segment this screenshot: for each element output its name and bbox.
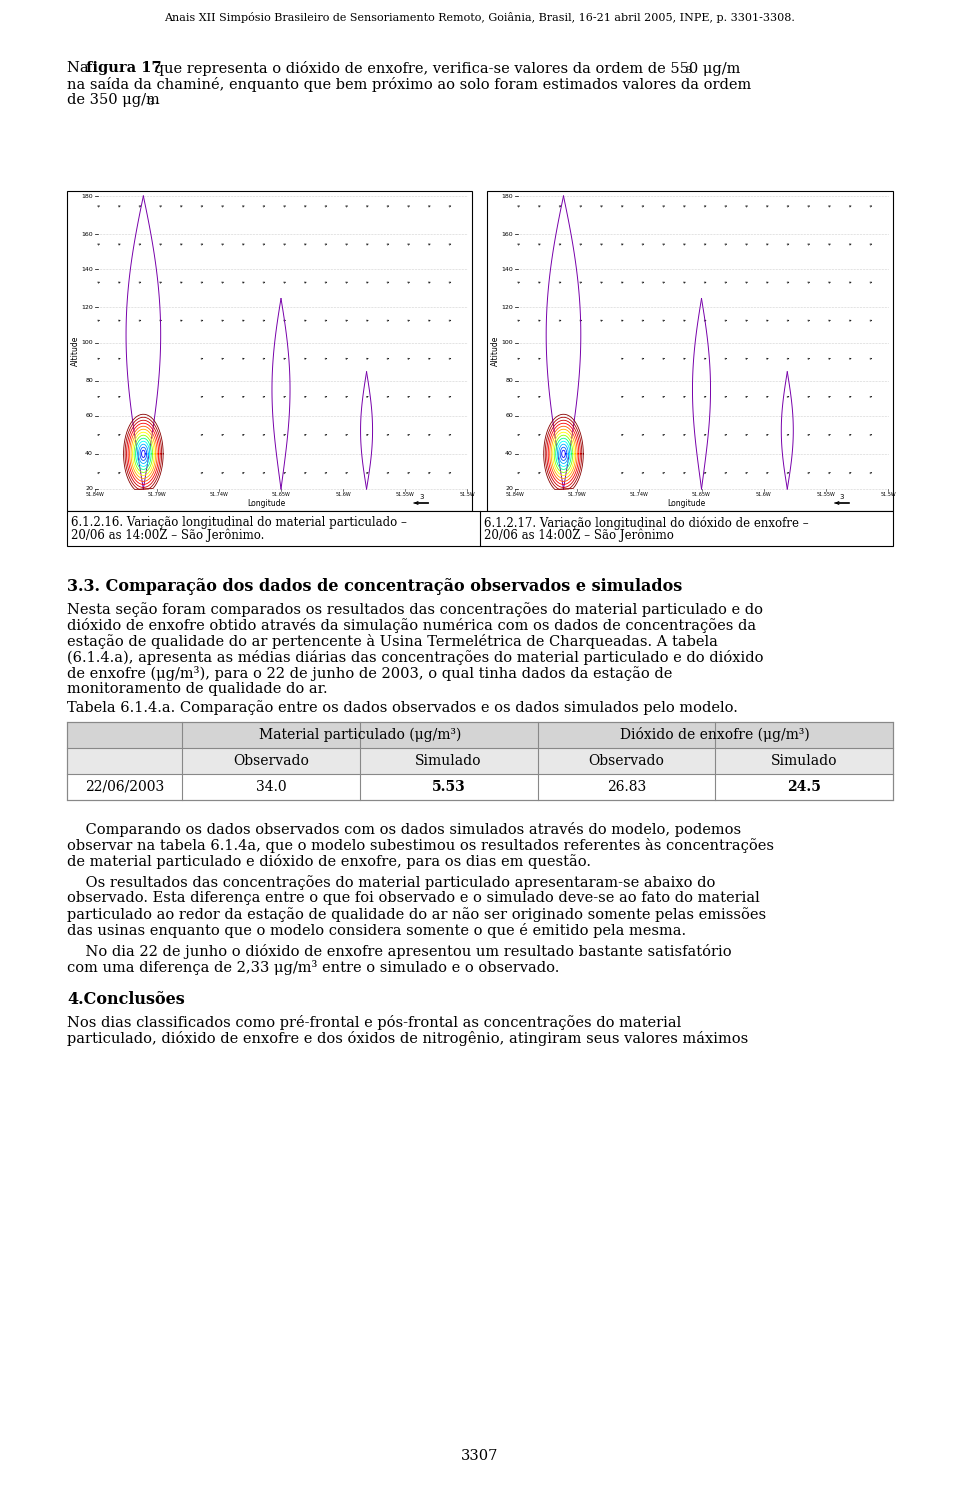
Text: Comparando os dados observados com os dados simulados através do modelo, podemos: Comparando os dados observados com os da…	[67, 822, 741, 836]
Bar	[487, 191, 893, 511]
Text: 120: 120	[82, 304, 93, 310]
Text: 180: 180	[501, 194, 513, 198]
Text: Tabela 6.1.4.a. Comparação entre os dados observados e os dados simulados pelo m: Tabela 6.1.4.a. Comparação entre os dado…	[67, 699, 738, 714]
Text: 160: 160	[82, 231, 93, 237]
Text: observado. Esta diferença entre o que foi observado e o simulado deve-se ao fato: observado. Esta diferença entre o que fo…	[67, 892, 759, 905]
Text: 180: 180	[82, 194, 93, 198]
Text: 51.84W: 51.84W	[506, 492, 524, 497]
Text: 51.5W: 51.5W	[459, 492, 475, 497]
Text: Altitude: Altitude	[70, 335, 80, 367]
Text: Nos dias classificados como pré-frontal e pós-frontal as concentrações do materi: Nos dias classificados como pré-frontal …	[67, 1015, 682, 1030]
Text: 60: 60	[85, 413, 93, 419]
Text: observar na tabela 6.1.4a, que o modelo subestimou os resultados referentes às c: observar na tabela 6.1.4a, que o modelo …	[67, 838, 774, 853]
Text: monitoramento de qualidade do ar.: monitoramento de qualidade do ar.	[67, 681, 327, 696]
Text: 51.65W: 51.65W	[692, 492, 711, 497]
Text: com uma diferença de 2,33 μg/m³ entre o simulado e o observado.: com uma diferença de 2,33 μg/m³ entre o …	[67, 960, 560, 975]
Text: 40: 40	[85, 452, 93, 456]
Text: (6.1.4.a), apresenta as médias diárias das concentrações do material particulado: (6.1.4.a), apresenta as médias diárias d…	[67, 650, 763, 665]
Text: 20: 20	[85, 486, 93, 492]
Text: 80: 80	[505, 379, 513, 383]
Text: 51.84W: 51.84W	[85, 492, 105, 497]
Text: de material particulado e dióxido de enxofre, para os dias em questão.: de material particulado e dióxido de enx…	[67, 854, 591, 869]
Text: Longitude: Longitude	[667, 499, 706, 508]
Text: 26.83: 26.83	[607, 780, 646, 795]
Text: 3: 3	[685, 66, 691, 75]
Text: Material particulado (μg/m³): Material particulado (μg/m³)	[258, 728, 461, 743]
Text: estação de qualidade do ar pertencente à Usina Termelétrica de Charqueadas. A ta: estação de qualidade do ar pertencente à…	[67, 634, 718, 649]
Text: .: .	[155, 92, 159, 107]
Text: 24.5: 24.5	[787, 780, 821, 795]
Text: 51.5W: 51.5W	[880, 492, 896, 497]
Bar	[67, 511, 893, 546]
Text: na saída da chaminé, enquanto que bem próximo ao solo foram estimados valores da: na saída da chaminé, enquanto que bem pr…	[67, 78, 752, 92]
Text: Longitude: Longitude	[247, 499, 285, 508]
Text: particulado ao redor da estação de qualidade do ar não ser originado somente pel: particulado ao redor da estação de quali…	[67, 907, 766, 921]
Text: 80: 80	[85, 379, 93, 383]
Text: No dia 22 de junho o dióxido de enxofre apresentou um resultado bastante satisfa: No dia 22 de junho o dióxido de enxofre …	[67, 944, 732, 959]
Text: figura 17: figura 17	[86, 61, 161, 75]
Text: Simulado: Simulado	[771, 754, 837, 768]
Text: Anais XII Simpósio Brasileiro de Sensoriamento Remoto, Goiânia, Brasil, 16-21 ab: Anais XII Simpósio Brasileiro de Sensori…	[164, 12, 796, 22]
Text: 140: 140	[82, 267, 93, 271]
Text: Nesta seção foram comparados os resultados das concentrações do material particu: Nesta seção foram comparados os resultad…	[67, 602, 763, 617]
Text: 6.1.2.17. Variação longitudinal do dióxido de enxofre –: 6.1.2.17. Variação longitudinal do dióxi…	[484, 516, 808, 529]
Text: 51.55W: 51.55W	[396, 492, 415, 497]
Text: Observado: Observado	[588, 754, 664, 768]
Bar	[67, 748, 893, 774]
Text: 51.74W: 51.74W	[630, 492, 649, 497]
Text: de enxofre (μg/m³), para o 22 de junho de 2003, o qual tinha dados da estação de: de enxofre (μg/m³), para o 22 de junho d…	[67, 666, 672, 681]
Text: 51.55W: 51.55W	[816, 492, 835, 497]
Text: Simulado: Simulado	[416, 754, 482, 768]
Text: Na: Na	[67, 61, 93, 75]
Text: das usinas enquanto que o modelo considera somente o que é emitido pela mesma.: das usinas enquanto que o modelo conside…	[67, 923, 686, 938]
Text: 40: 40	[505, 452, 513, 456]
Text: 51.6W: 51.6W	[756, 492, 772, 497]
Text: 20/06 as 14:00Z – São Jerônimo: 20/06 as 14:00Z – São Jerônimo	[484, 529, 673, 543]
Text: Os resultados das concentrações do material particulado apresentaram-se abaixo d: Os resultados das concentrações do mater…	[67, 875, 715, 890]
Text: 5.53: 5.53	[432, 780, 466, 795]
Text: 3: 3	[840, 494, 844, 499]
Text: 3307: 3307	[462, 1449, 498, 1463]
Bar	[67, 722, 893, 801]
Text: 51.79W: 51.79W	[148, 492, 166, 497]
Text: 6.1.2.16. Variação longitudinal do material particulado –: 6.1.2.16. Variação longitudinal do mater…	[71, 516, 407, 529]
Text: 22/06/2003: 22/06/2003	[84, 780, 164, 795]
Text: de 350 μg/m: de 350 μg/m	[67, 92, 159, 107]
Text: 100: 100	[501, 340, 513, 344]
Bar	[67, 191, 472, 511]
Text: 3.3. Comparação dos dados de concentração observados e simulados: 3.3. Comparação dos dados de concentraçã…	[67, 579, 683, 595]
Text: Altitude: Altitude	[491, 335, 499, 367]
Text: 51.74W: 51.74W	[209, 492, 228, 497]
Text: 4.Conclusões: 4.Conclusões	[67, 992, 184, 1008]
Text: 20/06 as 14:00Z – São Jerônimo.: 20/06 as 14:00Z – São Jerônimo.	[71, 529, 264, 543]
Text: Dióxido de enxofre (μg/m³): Dióxido de enxofre (μg/m³)	[620, 728, 810, 743]
Text: Observado: Observado	[233, 754, 309, 768]
Text: 51.79W: 51.79W	[567, 492, 587, 497]
Text: 60: 60	[505, 413, 513, 419]
Text: 51.65W: 51.65W	[272, 492, 291, 497]
Text: 51.6W: 51.6W	[335, 492, 350, 497]
Text: 20: 20	[505, 486, 513, 492]
Text: 34.0: 34.0	[255, 780, 286, 795]
Text: 3: 3	[419, 494, 423, 499]
Text: dióxido de enxofre obtido através da simulação numérica com os dados de concentr: dióxido de enxofre obtido através da sim…	[67, 617, 756, 634]
Text: 140: 140	[501, 267, 513, 271]
Text: 100: 100	[82, 340, 93, 344]
Text: particulado, dióxido de enxofre e dos óxidos de nitrogênio, atingiram seus valor: particulado, dióxido de enxofre e dos óx…	[67, 1030, 748, 1047]
Text: 120: 120	[501, 304, 513, 310]
Bar	[67, 722, 893, 748]
Text: 3: 3	[147, 98, 154, 107]
Text: 160: 160	[501, 231, 513, 237]
Text: que representa o dióxido de enxofre, verifica-se valores da ordem de 550 μg/m: que representa o dióxido de enxofre, ver…	[150, 61, 740, 76]
